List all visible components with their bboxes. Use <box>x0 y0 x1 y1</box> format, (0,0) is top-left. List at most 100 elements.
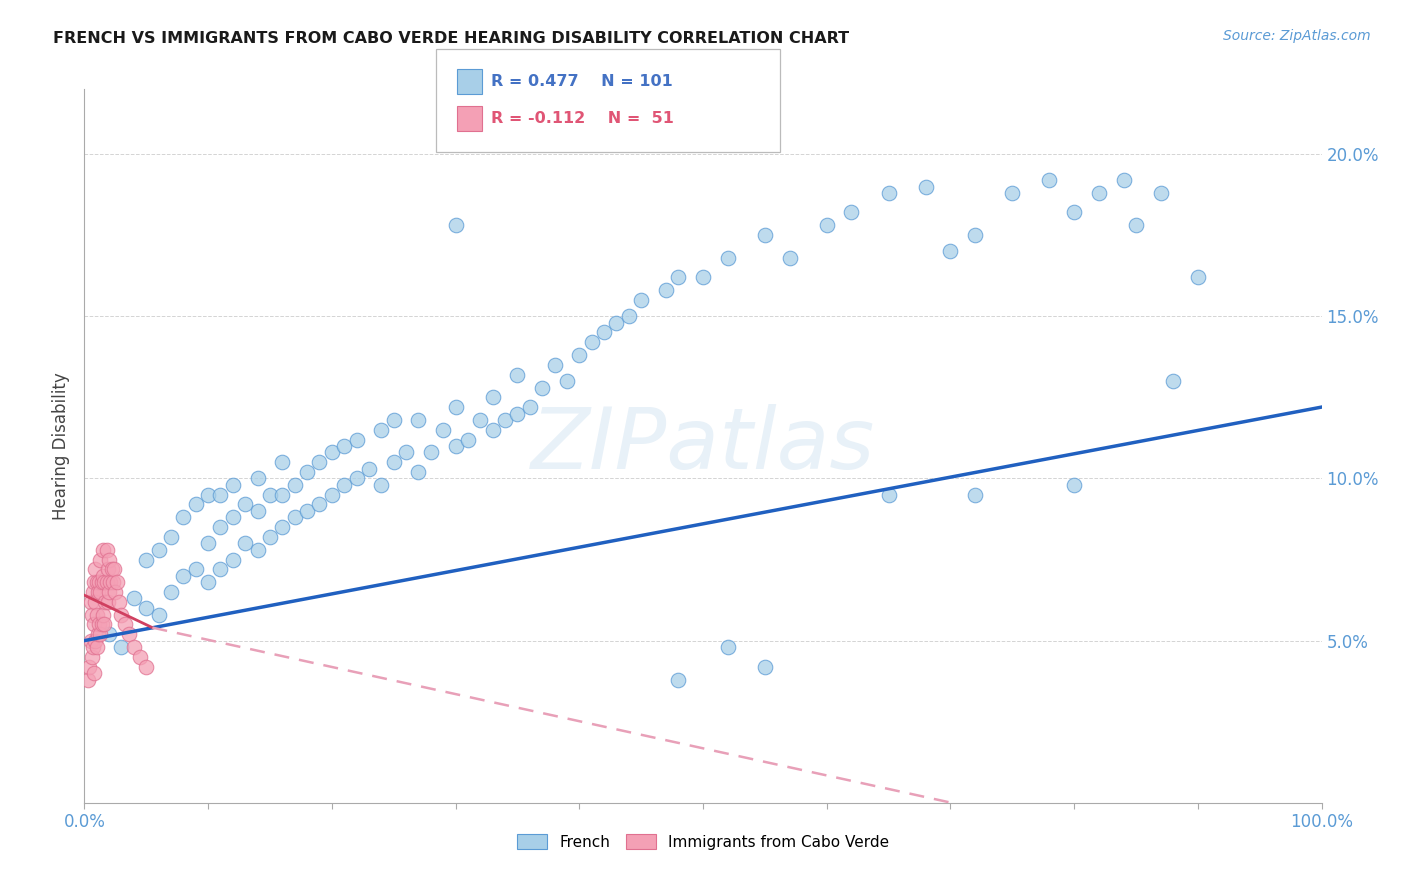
Point <box>408 465 430 479</box>
Point <box>91 607 114 622</box>
Point <box>197 575 219 590</box>
Point <box>110 607 132 622</box>
Point <box>101 575 124 590</box>
Point <box>98 585 121 599</box>
Point <box>333 478 356 492</box>
Point <box>666 270 689 285</box>
Text: R = 0.477    N = 101: R = 0.477 N = 101 <box>491 74 672 88</box>
Point <box>568 348 591 362</box>
Point <box>82 640 104 654</box>
Point <box>89 585 111 599</box>
Point <box>271 488 294 502</box>
Point <box>321 445 343 459</box>
Point <box>79 659 101 673</box>
Point <box>209 488 232 502</box>
Point <box>222 552 245 566</box>
Point <box>83 575 105 590</box>
Point <box>96 575 118 590</box>
Point <box>543 358 565 372</box>
Point <box>432 423 454 437</box>
Point <box>94 595 117 609</box>
Point <box>110 640 132 654</box>
Text: Source: ZipAtlas.com: Source: ZipAtlas.com <box>1223 29 1371 43</box>
Point <box>233 536 256 550</box>
Point <box>284 478 307 492</box>
Point <box>717 640 740 654</box>
Y-axis label: Hearing Disability: Hearing Disability <box>52 372 70 520</box>
Point <box>382 413 405 427</box>
Point <box>506 407 529 421</box>
Point <box>357 461 380 475</box>
Point <box>259 530 281 544</box>
Point <box>222 478 245 492</box>
Point <box>246 471 269 485</box>
Text: FRENCH VS IMMIGRANTS FROM CABO VERDE HEARING DISABILITY CORRELATION CHART: FRENCH VS IMMIGRANTS FROM CABO VERDE HEA… <box>53 31 849 46</box>
Point <box>470 413 492 427</box>
Point <box>444 219 467 233</box>
Point <box>114 617 136 632</box>
Point <box>295 465 318 479</box>
Legend: French, Immigrants from Cabo Verde: French, Immigrants from Cabo Verde <box>510 828 896 855</box>
Point <box>444 400 467 414</box>
Point <box>82 585 104 599</box>
Point <box>815 219 838 233</box>
Point <box>877 488 900 502</box>
Point <box>308 455 330 469</box>
Point <box>103 562 125 576</box>
Point <box>1038 173 1060 187</box>
Point <box>97 595 120 609</box>
Point <box>197 536 219 550</box>
Point <box>172 510 194 524</box>
Point <box>494 413 516 427</box>
Point <box>457 433 479 447</box>
Point <box>939 244 962 259</box>
Point <box>104 585 127 599</box>
Point <box>408 413 430 427</box>
Point <box>105 575 128 590</box>
Point <box>346 433 368 447</box>
Point <box>284 510 307 524</box>
Point <box>531 381 554 395</box>
Point <box>605 316 627 330</box>
Point <box>444 439 467 453</box>
Point <box>172 568 194 582</box>
Point <box>86 640 108 654</box>
Point <box>184 562 207 576</box>
Point <box>506 368 529 382</box>
Point <box>93 575 115 590</box>
Point <box>148 542 170 557</box>
Point <box>89 617 111 632</box>
Point <box>271 520 294 534</box>
Point <box>122 640 145 654</box>
Point <box>1063 478 1085 492</box>
Point <box>717 251 740 265</box>
Point <box>86 575 108 590</box>
Point <box>87 585 110 599</box>
Point <box>666 673 689 687</box>
Point <box>1088 186 1111 200</box>
Point <box>754 659 776 673</box>
Text: ZIPatlas: ZIPatlas <box>531 404 875 488</box>
Point <box>779 251 801 265</box>
Point <box>333 439 356 453</box>
Point <box>84 562 107 576</box>
Point <box>581 335 603 350</box>
Point <box>160 530 183 544</box>
Point <box>271 455 294 469</box>
Point <box>1063 205 1085 219</box>
Point <box>841 205 863 219</box>
Point <box>1161 374 1184 388</box>
Point <box>222 510 245 524</box>
Point <box>90 575 112 590</box>
Point <box>965 488 987 502</box>
Point <box>83 666 105 681</box>
Point <box>593 326 616 340</box>
Point <box>184 497 207 511</box>
Point <box>630 293 652 307</box>
Point <box>86 607 108 622</box>
Point <box>135 659 157 673</box>
Point <box>97 562 120 576</box>
Point <box>481 423 503 437</box>
Point <box>77 673 100 687</box>
Point <box>519 400 541 414</box>
